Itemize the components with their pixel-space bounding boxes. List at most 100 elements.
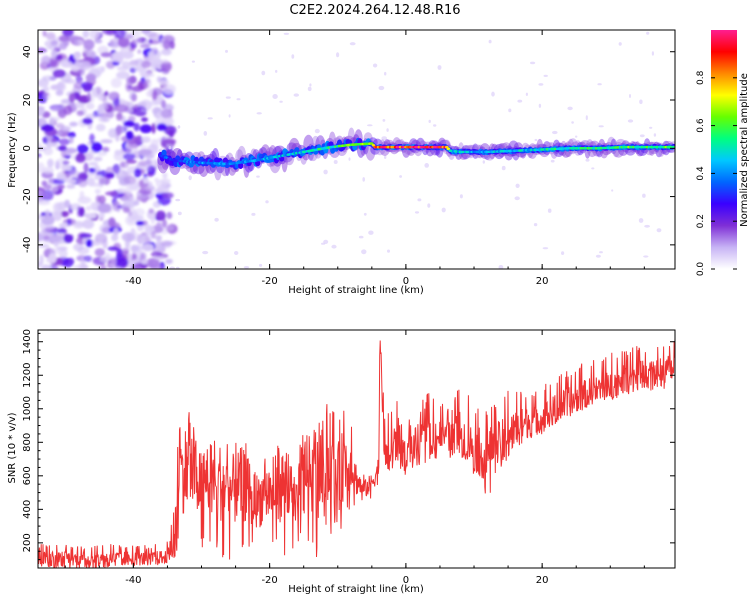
noise-blob — [82, 30, 90, 38]
noise-speck — [336, 52, 340, 58]
noise-blob — [48, 253, 57, 264]
y-tick-label: 0 — [22, 145, 33, 151]
noise-speck — [188, 175, 192, 181]
noise-blob — [131, 244, 136, 254]
noise-speck — [349, 42, 356, 46]
noise-speck — [414, 211, 420, 214]
noise-blob — [73, 53, 81, 60]
noise-speck — [427, 203, 431, 208]
noise-speck — [333, 160, 338, 164]
noise-speck — [491, 91, 495, 97]
noise-speck — [627, 119, 634, 123]
noise-blob — [102, 30, 116, 35]
noise-blob — [104, 252, 111, 261]
noise-blob — [43, 86, 50, 92]
noise-speck — [585, 115, 588, 121]
noise-blob — [102, 238, 108, 250]
noise-blob — [83, 162, 89, 173]
noise-blob — [122, 207, 131, 213]
noise-blob — [148, 101, 158, 106]
noise-blob — [82, 84, 93, 92]
noise-blob — [49, 44, 60, 52]
noise-blob — [113, 30, 126, 39]
noise-blob — [97, 95, 105, 101]
noise-blob — [38, 142, 43, 147]
y-tick-label: 800 — [22, 433, 33, 452]
colorbar-tick-label: 0.6 — [696, 118, 706, 133]
noise-blob — [95, 123, 106, 132]
noise-blob — [38, 105, 45, 116]
noise-blob — [66, 170, 81, 179]
noise-blob — [94, 188, 101, 195]
y-tick-label: 600 — [22, 466, 33, 485]
noise-blob — [107, 91, 119, 101]
noise-speck — [424, 163, 430, 168]
noise-blob — [105, 191, 119, 196]
noise-speck — [307, 86, 312, 92]
noise-speck — [214, 217, 219, 222]
noise-blob — [42, 75, 55, 82]
noise-blob — [150, 47, 159, 55]
noise-speck — [530, 61, 536, 65]
noise-blob — [131, 253, 137, 260]
noise-blob — [63, 147, 78, 154]
noise-speck — [283, 32, 290, 35]
noise-blob — [63, 105, 73, 115]
noise-blob — [137, 49, 142, 54]
noise-blob — [169, 40, 175, 50]
noise-speck — [243, 266, 250, 269]
noise-blob — [123, 152, 136, 161]
noise-blob — [152, 90, 158, 101]
noise-blob — [47, 158, 54, 168]
noise-speck — [428, 119, 431, 123]
noise-blob — [123, 200, 131, 206]
noise-blob — [80, 173, 88, 181]
noise-speck — [202, 250, 209, 255]
noise-blob — [77, 178, 88, 188]
colorbar-tick-label: 0.2 — [696, 214, 706, 228]
noise-blob — [161, 192, 174, 199]
noise-speck — [638, 218, 644, 223]
noise-blob — [66, 218, 72, 226]
noise-blob — [65, 179, 77, 184]
noise-blob — [100, 263, 107, 269]
noise-blob — [160, 178, 171, 184]
noise-blob — [123, 120, 135, 128]
noise-blob — [77, 144, 89, 154]
noise-speck — [293, 93, 299, 97]
noise-blob — [107, 246, 119, 251]
noise-blob — [146, 258, 160, 268]
noise-blob — [150, 251, 163, 258]
noise-speck — [331, 244, 337, 249]
noise-blob — [42, 225, 54, 231]
noise-speck — [538, 83, 544, 86]
noise-blob — [156, 76, 162, 83]
noise-blob — [90, 202, 99, 210]
noise-blob — [38, 190, 46, 199]
noise-blob — [112, 200, 121, 212]
noise-blob — [139, 124, 152, 134]
noise-speck — [567, 106, 573, 111]
noise-speck — [175, 266, 180, 269]
y-tick-label: -20 — [22, 188, 33, 204]
noise-blob — [82, 219, 95, 230]
noise-blob — [102, 146, 110, 153]
noise-blob — [133, 38, 142, 45]
noise-blob — [62, 160, 70, 166]
noise-blob — [60, 210, 69, 218]
noise-blob — [56, 82, 65, 90]
noise-blob — [69, 121, 78, 127]
noise-blob — [68, 92, 75, 103]
noise-speck — [378, 85, 385, 91]
noise-blob — [128, 196, 136, 201]
noise-blob — [139, 79, 151, 84]
noise-speck — [599, 251, 603, 254]
noise-blob — [141, 243, 154, 252]
noise-blob — [128, 143, 139, 149]
noise-speck — [543, 74, 548, 77]
noise-blob — [155, 187, 165, 194]
noise-blob — [125, 159, 137, 164]
noise-blob — [49, 234, 63, 242]
noise-speck — [459, 194, 463, 199]
bottom-x-ticks: -40 -20 0 20 — [64, 330, 645, 586]
